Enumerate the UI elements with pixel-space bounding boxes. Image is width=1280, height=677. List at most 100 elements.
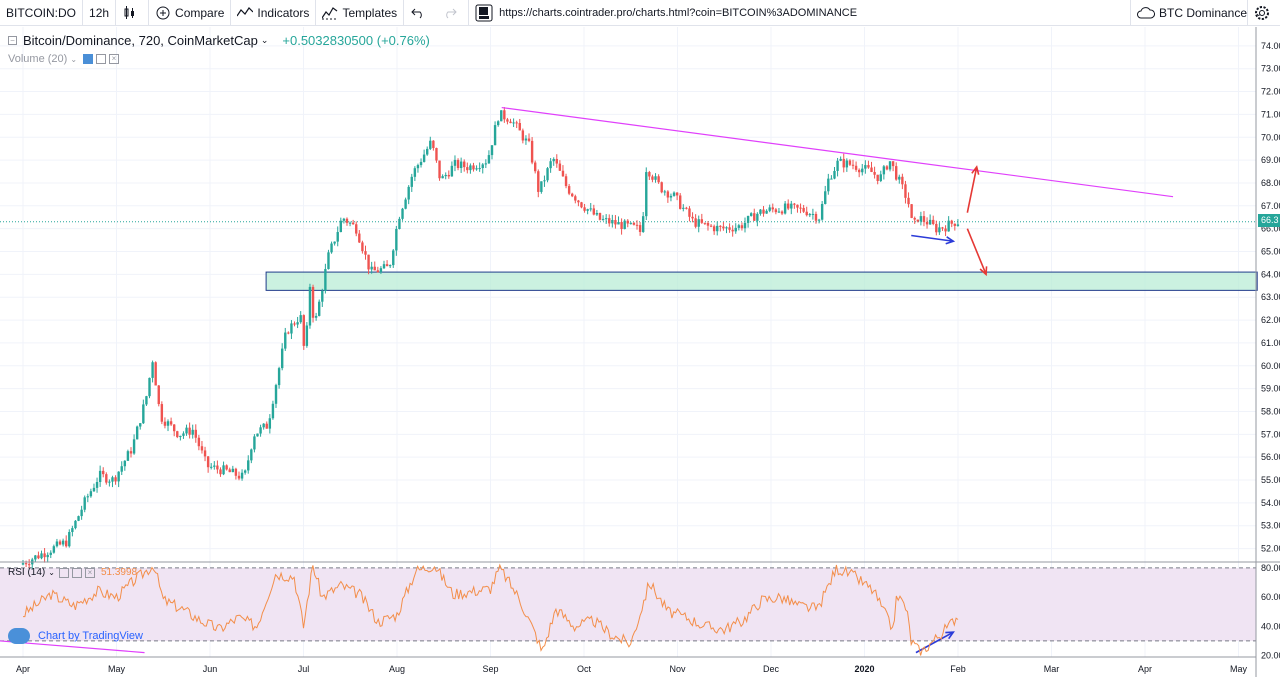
toolbar-divider (403, 0, 405, 26)
candle (524, 135, 528, 145)
candle (740, 222, 744, 231)
chevron-down-icon[interactable]: ⌄ (70, 54, 78, 64)
candle (256, 433, 259, 437)
tradingview-badge[interactable]: Chart by TradingView (8, 628, 143, 644)
coin-select[interactable]: BTC Dominance ⌄ (1131, 0, 1263, 26)
toolbar-divider (82, 0, 84, 26)
templates-button[interactable]: Templates (316, 0, 403, 26)
candle (814, 211, 818, 224)
chart-style-button[interactable] (116, 0, 148, 26)
undo-button[interactable] (404, 0, 436, 26)
candle (373, 261, 376, 271)
eye-icon[interactable] (83, 54, 94, 64)
candle (284, 327, 287, 351)
candle (472, 162, 475, 172)
x-tick-label: Aug (389, 664, 405, 674)
candle (102, 467, 105, 478)
candle (808, 212, 812, 218)
candle (250, 448, 253, 464)
candle (913, 216, 916, 224)
settings-small-icon[interactable] (96, 54, 107, 64)
candle (820, 201, 824, 221)
candle (351, 219, 355, 225)
candle (163, 417, 167, 429)
candle (833, 167, 836, 180)
candle (376, 266, 380, 273)
candle (37, 551, 40, 560)
candle (842, 153, 845, 173)
compare-button[interactable]: Compare (149, 0, 230, 26)
candle (956, 219, 960, 227)
candle (34, 554, 37, 563)
candle (139, 423, 142, 430)
gear-icon (1254, 5, 1270, 21)
plus-circle-icon (155, 5, 171, 21)
arrow-price-divergence-icon[interactable] (911, 234, 956, 245)
candle (848, 159, 852, 167)
candle (277, 366, 281, 389)
arrow-up-icon[interactable] (966, 165, 980, 213)
chevron-down-icon[interactable]: ⌄ (48, 568, 55, 577)
candle (867, 160, 870, 169)
candle (98, 465, 102, 487)
candle (314, 312, 318, 321)
url-display[interactable]: https://charts.cointrader.pro/charts.htm… (469, 0, 863, 26)
candle (126, 449, 130, 461)
support-zone[interactable] (265, 271, 1258, 291)
close-icon[interactable]: × (84, 567, 95, 578)
settings-small-icon[interactable] (71, 567, 82, 578)
candle (518, 118, 521, 131)
candle (172, 424, 176, 437)
candle (404, 197, 407, 210)
candle (46, 552, 49, 563)
candle (58, 539, 62, 546)
candle (626, 219, 629, 228)
resistance-trendline[interactable] (501, 106, 1174, 198)
candle (827, 173, 830, 195)
candle (216, 460, 219, 474)
candle (438, 160, 441, 181)
y-tick-label: 54.00 (1261, 498, 1280, 508)
candle (620, 218, 623, 235)
candle (583, 203, 586, 213)
candle (790, 200, 793, 215)
candle (651, 174, 654, 183)
arrow-down-icon[interactable] (966, 228, 988, 277)
candle (179, 435, 182, 441)
collapse-icon[interactable]: − (8, 36, 17, 45)
close-icon[interactable]: × (109, 54, 120, 64)
candle (648, 170, 651, 181)
symbol-button[interactable]: BITCOIN:DO (0, 0, 82, 26)
volume-label[interactable]: Volume (20) (8, 53, 68, 65)
candle (160, 401, 164, 425)
candle (894, 162, 898, 181)
candle (746, 215, 750, 228)
compare-label: Compare (175, 5, 225, 20)
candle (413, 166, 417, 182)
candle (685, 206, 688, 210)
candle (580, 201, 583, 209)
price-chart[interactable]: 52.00 53.00 54.00 55.00 56.00 57.00 58.00 59.00… (0, 27, 1280, 677)
chevron-down-icon[interactable]: ⌄ (260, 35, 269, 45)
candle (441, 174, 444, 179)
candle (262, 423, 265, 430)
rsi-line (23, 563, 959, 656)
candle (77, 515, 80, 522)
candle (901, 173, 904, 190)
interval-button[interactable]: 12h (83, 0, 115, 26)
candle (105, 472, 108, 485)
indicators-button[interactable]: Indicators (231, 0, 315, 26)
eye-icon[interactable] (58, 567, 69, 578)
settings-button[interactable] (1248, 0, 1280, 26)
candle (345, 217, 349, 226)
candle (941, 226, 944, 231)
candle (904, 180, 907, 204)
series-title[interactable]: Bitcoin/Dominance, 720, CoinMarketCap (23, 33, 258, 48)
toolbar-divider (468, 0, 470, 26)
candle (916, 219, 919, 223)
redo-button[interactable] (436, 0, 468, 26)
candles-icon (122, 5, 138, 21)
candle (811, 208, 815, 220)
candle (608, 214, 611, 227)
rsi-label[interactable]: RSI (14) (8, 567, 46, 578)
